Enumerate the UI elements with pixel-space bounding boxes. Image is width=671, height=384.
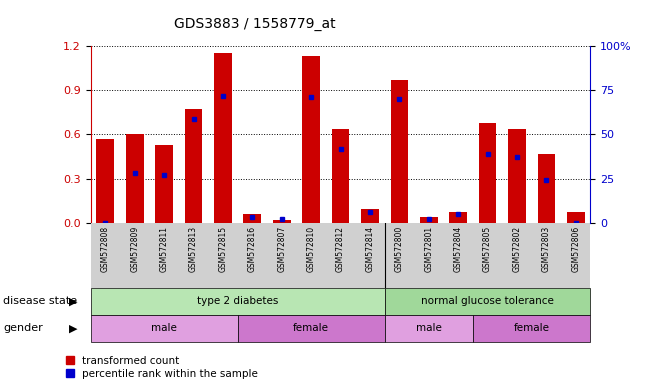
Text: ▶: ▶ [68, 296, 77, 306]
Text: GSM572816: GSM572816 [248, 226, 257, 272]
Bar [420, 217, 437, 223]
Text: GSM572813: GSM572813 [189, 226, 198, 272]
Bar [91, 315, 238, 342]
Bar [126, 134, 144, 223]
Legend: transformed count, percentile rank within the sample: transformed count, percentile rank withi… [66, 356, 258, 379]
Bar [185, 109, 203, 223]
Bar [473, 315, 590, 342]
Bar [214, 53, 231, 223]
Text: male: male [416, 323, 442, 333]
Bar [384, 315, 473, 342]
Text: GSM572805: GSM572805 [483, 226, 492, 272]
Text: female: female [293, 323, 329, 333]
Text: female: female [514, 323, 550, 333]
Text: GSM572809: GSM572809 [130, 226, 139, 272]
Bar [331, 129, 350, 223]
Text: gender: gender [3, 323, 43, 333]
Bar [273, 220, 291, 223]
Bar [303, 56, 320, 223]
Text: GSM572807: GSM572807 [277, 226, 287, 272]
Text: GSM572812: GSM572812 [336, 226, 345, 272]
Text: GDS3883 / 1558779_at: GDS3883 / 1558779_at [174, 17, 336, 31]
Bar [361, 210, 378, 223]
Text: GSM572815: GSM572815 [218, 226, 227, 272]
Text: GSM572810: GSM572810 [307, 226, 315, 272]
Text: normal glucose tolerance: normal glucose tolerance [421, 296, 554, 306]
Text: GSM572800: GSM572800 [395, 226, 404, 272]
Bar [537, 154, 555, 223]
Text: GSM572804: GSM572804 [454, 226, 463, 272]
Text: GSM572806: GSM572806 [571, 226, 580, 272]
Text: ▶: ▶ [68, 323, 77, 333]
Text: disease state: disease state [3, 296, 77, 306]
Text: GSM572808: GSM572808 [101, 226, 110, 272]
Bar [391, 80, 408, 223]
Text: GSM572811: GSM572811 [160, 226, 168, 272]
Bar [508, 129, 526, 223]
Bar [450, 212, 467, 223]
Text: male: male [151, 323, 177, 333]
Text: GSM572814: GSM572814 [366, 226, 374, 272]
Text: GSM572801: GSM572801 [424, 226, 433, 272]
Bar [478, 122, 497, 223]
Bar [238, 315, 384, 342]
Bar [97, 139, 114, 223]
Text: GSM572802: GSM572802 [513, 226, 521, 272]
Bar [155, 145, 173, 223]
Bar [567, 212, 584, 223]
Text: GSM572803: GSM572803 [542, 226, 551, 272]
Bar [384, 288, 590, 315]
Bar [244, 214, 261, 223]
Bar [91, 288, 384, 315]
Text: type 2 diabetes: type 2 diabetes [197, 296, 278, 306]
